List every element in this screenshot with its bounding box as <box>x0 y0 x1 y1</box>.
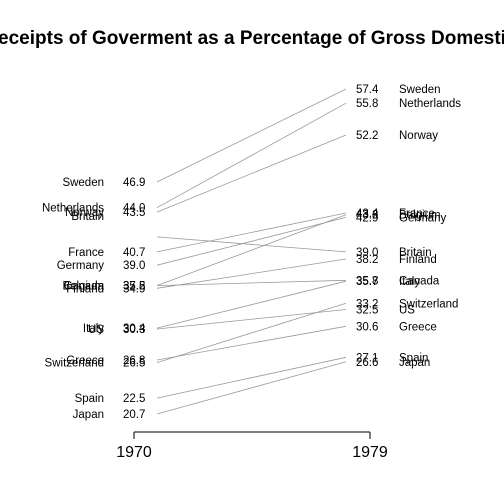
slope-line-france <box>156 212 347 253</box>
right-value-belgium: 43.2 <box>356 210 378 222</box>
right-label-italy: Italy <box>399 276 420 288</box>
right-label-japan: Japan <box>399 357 430 369</box>
slope-line-netherlands <box>156 102 347 209</box>
right-labels: 57.4 Sweden 55.8 Netherlands 52.2 Norway 43.4 F… <box>356 84 461 369</box>
left-value-sweden: 46.9 <box>123 177 145 189</box>
right-value-netherlands: 55.8 <box>356 98 378 110</box>
slope-line-norway <box>156 134 347 213</box>
left-value-finland: 34.9 <box>123 283 145 295</box>
left-label-netherlands: Netherlands <box>42 203 104 215</box>
slope-line-sweden <box>156 88 347 183</box>
right-value-italy: 35.7 <box>356 276 378 288</box>
slope-line-belgium <box>156 214 347 286</box>
right-label-france: France <box>399 208 435 220</box>
slope-line-us <box>156 309 347 330</box>
left-value-netherlands: 44.0 <box>123 203 145 215</box>
left-labels: Sweden 46.9 Netherlands 44.0 Norway 43.5 Brita… <box>42 177 146 421</box>
left-label-spain: Spain <box>75 393 104 405</box>
right-value-germany: 42.9 <box>356 212 378 224</box>
right-label-norway: Norway <box>399 130 438 142</box>
slope-line-canada <box>156 279 347 286</box>
slope-lines <box>156 88 347 415</box>
right-label-netherlands: Netherlands <box>399 98 461 110</box>
left-label-france: France <box>68 247 104 259</box>
right-value-japan: 26.6 <box>356 357 378 369</box>
left-value-germany: 39.0 <box>123 260 145 272</box>
right-label-switzerland: Switzerland <box>399 298 458 310</box>
left-value-spain: 22.5 <box>123 393 145 405</box>
right-value-finland: 38.2 <box>356 254 378 266</box>
right-label-sweden: Sweden <box>399 84 441 96</box>
right-value-canada: 35.8 <box>356 275 378 287</box>
right-label-us: US <box>399 305 415 317</box>
right-value-norway: 52.2 <box>356 130 378 142</box>
x-tick-label-1979: 1979 <box>352 444 388 461</box>
left-label-germany: Germany <box>57 260 105 272</box>
left-label-finland: Finland <box>66 283 104 295</box>
left-value-norway: 43.5 <box>123 207 145 219</box>
slope-line-greece <box>156 325 347 361</box>
slope-line-germany <box>156 217 347 266</box>
x-axis: 1970 1979 <box>116 431 388 461</box>
slope-line-italy <box>156 280 347 329</box>
left-label-canada: Canada <box>64 281 105 293</box>
left-value-italy: 30.4 <box>123 323 146 335</box>
left-label-sweden: Sweden <box>62 177 104 189</box>
right-value-greece: 30.6 <box>356 321 378 333</box>
left-label-greece: Greece <box>66 355 104 367</box>
left-value-switzerland: 26.5 <box>123 358 145 370</box>
right-label-canada: Canada <box>399 275 440 287</box>
right-value-sweden: 57.4 <box>356 84 379 96</box>
left-label-norway: Norway <box>65 207 104 219</box>
left-label-britain: Britain <box>71 211 104 223</box>
left-value-belgium: 37.5 <box>123 281 145 293</box>
left-value-japan: 20.7 <box>123 409 145 421</box>
slope-line-japan <box>156 361 347 415</box>
right-value-switzerland: 33.2 <box>356 298 378 310</box>
left-label-belgium: Belgium <box>62 281 104 293</box>
right-value-france: 43.4 <box>356 208 379 220</box>
chart-title: Current Receipts of Goverment as a Perce… <box>0 28 504 49</box>
right-label-finland: Finland <box>399 254 437 266</box>
right-value-spain: 27.1 <box>356 352 378 364</box>
slope-line-switzerland <box>156 302 347 363</box>
left-value-us: 30.3 <box>123 324 145 336</box>
right-label-spain: Spain <box>399 352 428 364</box>
slope-line-finland <box>156 258 347 289</box>
slope-line-spain <box>156 356 347 399</box>
left-label-italy: Italy <box>83 323 104 335</box>
left-value-greece: 26.8 <box>123 355 145 367</box>
x-tick-label-1970: 1970 <box>116 444 152 461</box>
left-label-japan: Japan <box>73 409 104 421</box>
right-label-germany: Germany <box>399 212 447 224</box>
right-value-britain: 39.0 <box>356 247 378 259</box>
left-value-france: 40.7 <box>123 247 145 259</box>
slope-line-britain <box>156 236 347 253</box>
left-value-canada: 35.2 <box>123 281 145 293</box>
left-label-switzerland: Switzerland <box>45 358 104 370</box>
right-label-greece: Greece <box>399 321 437 333</box>
right-label-belgium: Belgium <box>399 210 441 222</box>
left-label-us: US <box>88 324 104 336</box>
right-value-us: 32.5 <box>356 305 378 317</box>
right-label-britain: Britain <box>399 247 432 259</box>
